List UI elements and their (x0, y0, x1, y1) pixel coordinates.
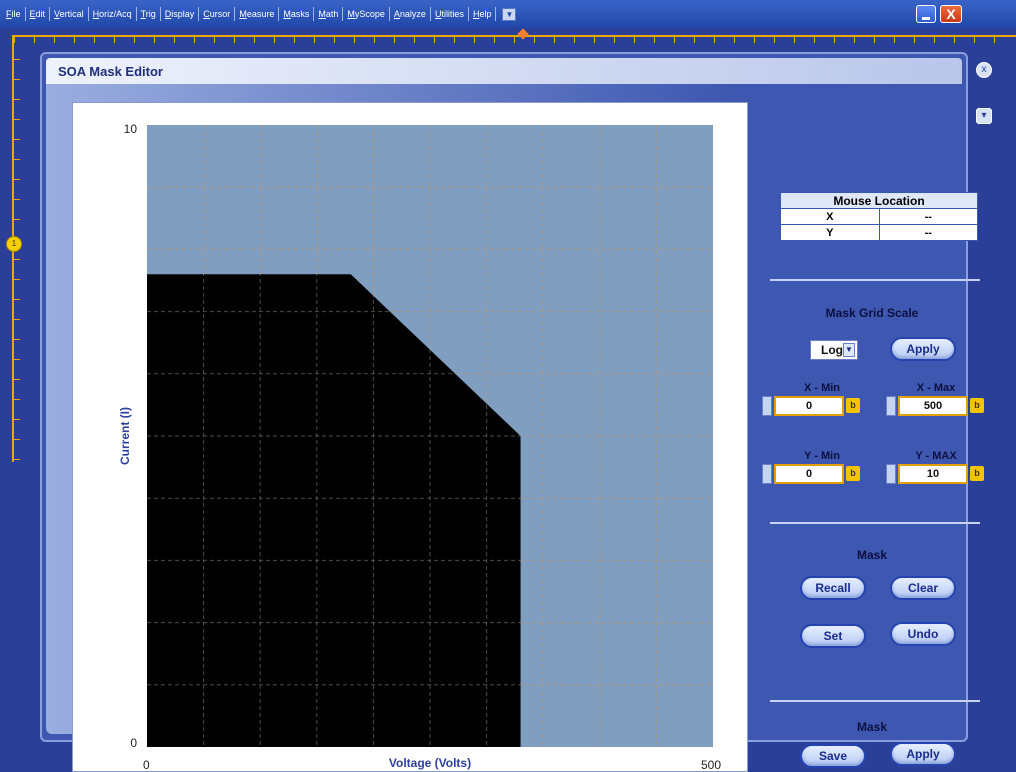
mouse-location-header: Mouse Location (780, 192, 978, 209)
menu-horiz-acq[interactable]: Horiz/Acq (89, 7, 137, 21)
minimize-button[interactable] (916, 5, 936, 23)
x-min-field: 0 b (762, 396, 862, 416)
y-min-grip-handle[interactable] (762, 464, 772, 484)
grid-scale-apply-button[interactable]: Apply (890, 337, 956, 361)
save-button[interactable]: Save (800, 744, 866, 768)
menu-utilities[interactable]: Utilities (431, 7, 469, 21)
menu-myscope[interactable]: MyScope (343, 7, 390, 21)
divider (770, 700, 980, 702)
y-max-grip-handle[interactable] (886, 464, 896, 484)
y-max-input[interactable]: 10 (898, 464, 968, 484)
clear-button[interactable]: Clear (890, 576, 956, 600)
x-min-label: X - Min (803, 382, 841, 394)
set-button[interactable]: Set (800, 624, 866, 648)
menu-measure[interactable]: Measure (235, 7, 280, 21)
menu-help[interactable]: Help (469, 7, 497, 21)
y-axis-title: Current (I) (118, 407, 132, 465)
mask-section-title: Mask (856, 548, 888, 562)
menu-file[interactable]: File (2, 7, 26, 21)
undo-button[interactable]: Undo (890, 622, 956, 646)
x-max-grip-handle[interactable] (886, 396, 896, 416)
dialog-title-bar: SOA Mask Editor (46, 58, 962, 84)
mouse-y-value: -- (878, 224, 979, 241)
x-tick-label: 0 (143, 758, 150, 772)
y-min-label: Y - Min (804, 450, 840, 462)
dialog-title: SOA Mask Editor (58, 64, 163, 79)
y-tick-label: 0 (130, 736, 137, 750)
divider (770, 279, 980, 281)
y-min-keypad-icon[interactable]: b (846, 466, 860, 481)
chevron-down-icon[interactable]: ▼ (843, 343, 855, 357)
divider (770, 522, 980, 524)
mouse-x-label: X (780, 208, 880, 225)
x-min-keypad-icon[interactable]: b (846, 398, 860, 413)
menu-math[interactable]: Math (314, 7, 344, 21)
mask-plot-svg[interactable]: 10 00 500 Voltage (Volts) Current (I) (73, 103, 749, 772)
menu-cursor[interactable]: Cursor (199, 7, 236, 21)
y-max-keypad-icon[interactable]: b (970, 466, 984, 481)
menu-dropdown-icon[interactable]: ▼ (502, 7, 517, 21)
mouse-location-table: Mouse Location X -- Y -- (780, 192, 979, 241)
menu-trig[interactable]: Trig (137, 7, 161, 21)
menu-vertical[interactable]: Vertical (50, 7, 89, 21)
x-min-grip-handle[interactable] (762, 396, 772, 416)
grid-scale-value: Log (821, 343, 843, 357)
x-max-keypad-icon[interactable]: b (970, 398, 984, 413)
close-window-button[interactable]: X (940, 5, 962, 23)
menu-masks[interactable]: Masks (279, 7, 315, 21)
dialog-close-icon[interactable]: x (976, 62, 992, 78)
soa-mask-editor-dialog: SOA Mask Editor 10 0 0 500 Voltage (Volts) … (40, 52, 984, 772)
x-max-input[interactable]: 500 (898, 396, 968, 416)
graticule-top-ticks (14, 37, 1014, 43)
y-min-input[interactable]: 0 (774, 464, 844, 484)
mask-grid-overlay (147, 125, 713, 747)
x-tick-label: 500 (701, 758, 721, 772)
soa-mask-chart[interactable]: 10 0 0 500 Voltage (Volts) Current (I) (72, 102, 748, 772)
mask-save-section-title: Mask (856, 720, 888, 734)
recall-button[interactable]: Recall (800, 576, 866, 600)
y-max-label: Y - MAX (915, 450, 957, 462)
grid-scale-title: Mask Grid Scale (825, 306, 919, 320)
menu-bar: File Edit Vertical Horiz/Acq Trig Displa… (0, 0, 1016, 28)
y-tick-label: 10 (124, 122, 138, 136)
control-panel: Mouse Location X -- Y -- Mask Grid Scale… (762, 134, 1002, 772)
x-max-field: 500 b (886, 396, 986, 416)
mask-region[interactable] (147, 274, 521, 747)
mouse-x-value: -- (878, 208, 979, 225)
x-axis-title: Voltage (Volts) (389, 756, 471, 770)
x-max-label: X - Max (916, 382, 956, 394)
mouse-y-label: Y (780, 224, 880, 241)
menu-edit[interactable]: Edit (26, 7, 51, 21)
mask-apply-button[interactable]: Apply (890, 742, 956, 766)
y-max-field: 10 b (886, 464, 986, 484)
grid-scale-select[interactable]: Log ▼ (810, 340, 858, 360)
menu-display[interactable]: Display (161, 7, 200, 21)
channel-1-marker-icon[interactable]: 1 (6, 236, 22, 252)
x-min-input[interactable]: 0 (774, 396, 844, 416)
menu-analyze[interactable]: Analyze (390, 7, 431, 21)
dialog-dock-icon[interactable]: ▾ (976, 108, 992, 124)
y-min-field: 0 b (762, 464, 862, 484)
axis-ticks: 10 00 500 (124, 122, 722, 772)
